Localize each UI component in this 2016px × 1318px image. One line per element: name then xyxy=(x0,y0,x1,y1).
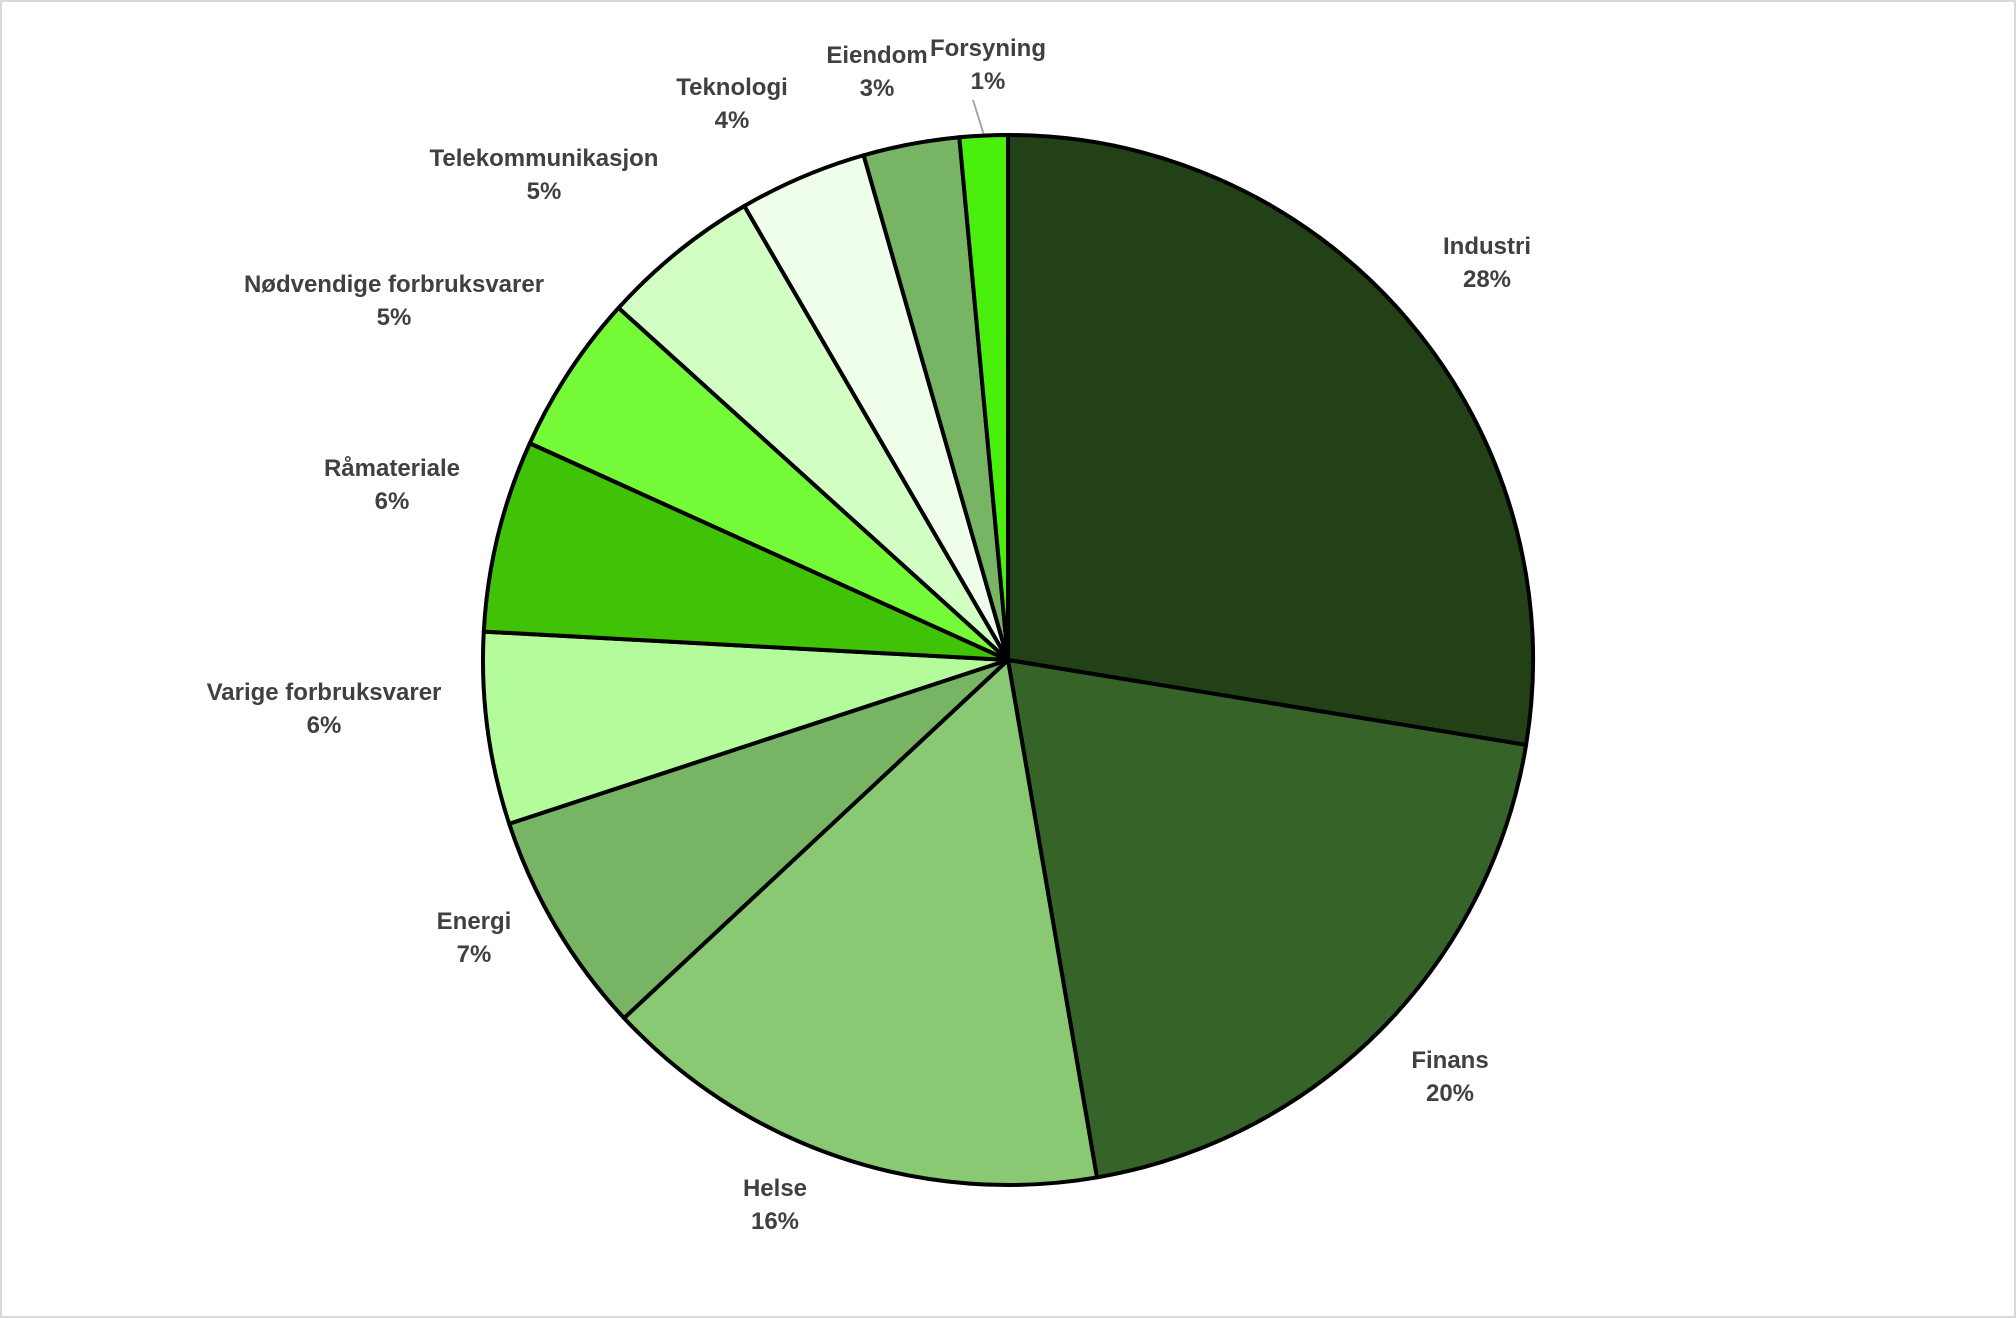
pie-slice-varige-forbruksvarer xyxy=(481,629,1010,826)
pie-slice-nødvendige-forbruksvarer xyxy=(527,305,1010,662)
pie-slice-industri xyxy=(1006,133,1535,747)
data-label-industri: Industri 28% xyxy=(1443,233,1531,293)
data-label-nødvendige-forbruksvarer: Nødvendige forbruksvarer 5% xyxy=(244,271,544,331)
pie-slice-råmateriale xyxy=(481,441,1010,662)
pie-slice-telekommunikasjon xyxy=(616,204,1010,662)
data-label-telekommunikasjon: Telekommunikasjon 5% xyxy=(430,145,659,205)
pie-slice-finans xyxy=(1006,658,1529,1180)
data-label-eiendom: Eiendom 3% xyxy=(826,42,927,102)
data-label-varige-forbruksvarer: Varige forbruksvarer 6% xyxy=(207,679,442,739)
data-label-finans: Finans 20% xyxy=(1411,1047,1488,1107)
data-label-teknologi: Teknologi 4% xyxy=(676,74,788,134)
data-label-helse: Helse 16% xyxy=(743,1175,807,1235)
pie-slice-energi xyxy=(507,658,1010,1021)
pie-slice-helse xyxy=(622,658,1099,1187)
data-label-energi: Energi 7% xyxy=(437,908,512,968)
leader-line-forsyning xyxy=(972,99,985,134)
data-label-råmateriale: Råmateriale 6% xyxy=(324,455,460,515)
data-label-forsyning: Forsyning 1% xyxy=(930,35,1046,95)
pie-slice-forsyning xyxy=(957,133,1010,662)
